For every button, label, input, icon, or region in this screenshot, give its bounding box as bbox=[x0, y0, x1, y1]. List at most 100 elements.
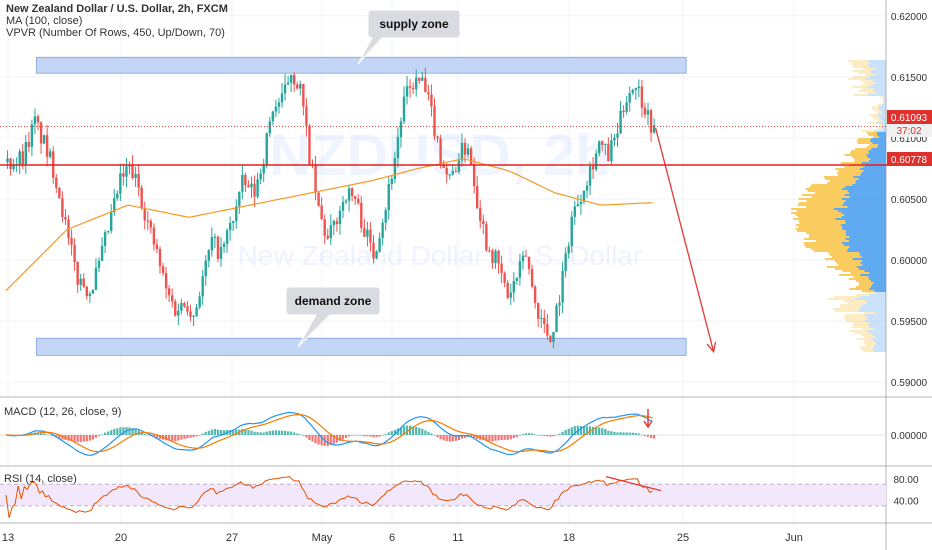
candle-body bbox=[274, 106, 278, 112]
candle-body bbox=[634, 88, 637, 90]
macd-hist-bar bbox=[363, 435, 366, 437]
vp-bar-up bbox=[826, 266, 857, 268]
vp-bar-up bbox=[840, 306, 862, 308]
macd-hist-bar bbox=[512, 435, 515, 439]
macd-hist-bar bbox=[271, 430, 274, 435]
macd-hist-bar bbox=[653, 435, 656, 439]
macd-hist-bar bbox=[415, 426, 418, 435]
candle-body bbox=[357, 198, 360, 203]
projection bbox=[655, 127, 717, 354]
symbol-title[interactable]: New Zealand Dollar / U.S. Dollar, 2h, FX… bbox=[6, 3, 228, 15]
candle-body bbox=[604, 143, 607, 145]
candle-body bbox=[195, 307, 198, 316]
candle-body bbox=[451, 171, 454, 175]
candle-body bbox=[344, 200, 348, 203]
vp-bar-down bbox=[849, 196, 886, 198]
macd-hist-bar bbox=[637, 433, 640, 435]
vp-bar-down bbox=[848, 192, 886, 194]
vp-bar-up bbox=[849, 288, 870, 290]
time-tick-label: 11 bbox=[452, 532, 463, 544]
vp-bar-up bbox=[808, 236, 850, 238]
vp-bar-down bbox=[878, 136, 886, 138]
vp-bar-down bbox=[883, 96, 886, 98]
candle-body bbox=[219, 247, 223, 259]
candle-body bbox=[442, 164, 445, 168]
macd-hist-bar bbox=[158, 435, 162, 440]
macd-hist-bar bbox=[210, 429, 213, 435]
candle-body bbox=[73, 244, 76, 263]
vp-bar-down bbox=[873, 282, 886, 284]
macd-hist-bar bbox=[442, 435, 445, 441]
vp-bar-down bbox=[867, 64, 886, 66]
candle-body bbox=[640, 86, 644, 108]
study-vpvr[interactable]: VPVR (Number Of Rows, 450, Up/Down, 70) bbox=[6, 27, 225, 39]
vp-bar-down bbox=[880, 118, 886, 120]
macd-hist-bar bbox=[85, 435, 88, 442]
candle-body bbox=[637, 86, 641, 89]
macd-hist-bar bbox=[122, 427, 125, 435]
macd-hist-bar bbox=[598, 427, 601, 435]
vp-bar-down bbox=[867, 60, 886, 62]
candle-body bbox=[436, 136, 439, 139]
macd-hist-bar bbox=[549, 435, 552, 437]
vp-bar-up bbox=[851, 150, 869, 152]
macd-hist-bar bbox=[180, 435, 183, 440]
candle-body bbox=[381, 222, 384, 239]
demand-zone-label: demand zone bbox=[295, 294, 372, 308]
candle-body bbox=[533, 286, 537, 303]
vp-bar-up bbox=[853, 322, 870, 324]
vp-bar-down bbox=[861, 162, 886, 164]
vp-bar-down bbox=[842, 204, 886, 206]
vp-bar-up bbox=[860, 346, 874, 348]
candle-body bbox=[61, 198, 64, 218]
macd-hist-bar bbox=[341, 435, 345, 440]
vp-bar-up bbox=[856, 140, 871, 142]
macd-hist-bar bbox=[36, 432, 40, 435]
vp-bar-down bbox=[875, 82, 886, 84]
macd-hist-bar bbox=[134, 429, 137, 435]
candle-body bbox=[110, 212, 113, 231]
vp-bar-up bbox=[858, 284, 873, 286]
vp-bar-down bbox=[844, 194, 886, 196]
vp-bar-up bbox=[853, 94, 869, 96]
candle-body bbox=[418, 77, 421, 81]
candle-body bbox=[457, 160, 461, 172]
macd-hist-bar bbox=[427, 431, 430, 435]
vp-bar-down bbox=[870, 158, 886, 160]
macd-hist-bar bbox=[543, 435, 546, 436]
vp-bar-up bbox=[829, 180, 856, 182]
vp-bar-down bbox=[855, 180, 886, 182]
macd-hist-bar bbox=[570, 427, 573, 435]
rsi-label[interactable]: RSI (14, close) bbox=[4, 473, 77, 485]
supply-zone-label: supply zone bbox=[379, 17, 449, 31]
study-ma[interactable]: MA (100, close) bbox=[6, 15, 83, 27]
macd-hist-bar bbox=[274, 430, 277, 435]
price-tick-label: 0.60500 bbox=[891, 195, 928, 206]
vp-bar-down bbox=[843, 244, 886, 246]
macd-hist-bar bbox=[494, 435, 497, 441]
macd-hist-bar bbox=[146, 435, 149, 436]
macd-hist-bar bbox=[524, 433, 528, 435]
vp-bar-down bbox=[842, 226, 886, 228]
vp-bar-up bbox=[882, 100, 885, 102]
macd-hist-bar bbox=[631, 432, 634, 435]
candle-body bbox=[564, 253, 567, 271]
vp-bar-down bbox=[845, 232, 886, 234]
candle-body bbox=[540, 317, 543, 319]
candle-body bbox=[76, 262, 79, 285]
vp-bar-down bbox=[860, 274, 886, 276]
vp-bar-up bbox=[855, 148, 872, 150]
vp-bar-up bbox=[795, 214, 845, 216]
candle-body bbox=[70, 237, 73, 245]
vp-bar-up bbox=[837, 174, 861, 176]
macd-hist-bar bbox=[79, 435, 82, 443]
macd-hist-bar bbox=[381, 435, 384, 436]
candle-body bbox=[192, 315, 195, 317]
macd-label[interactable]: MACD (12, 26, close, 9) bbox=[4, 406, 122, 418]
candle-body bbox=[119, 173, 122, 194]
macd-line bbox=[5, 411, 653, 456]
macd-hist-bar bbox=[183, 435, 186, 439]
projection-arrowhead bbox=[706, 341, 717, 354]
candle-body bbox=[21, 151, 24, 165]
